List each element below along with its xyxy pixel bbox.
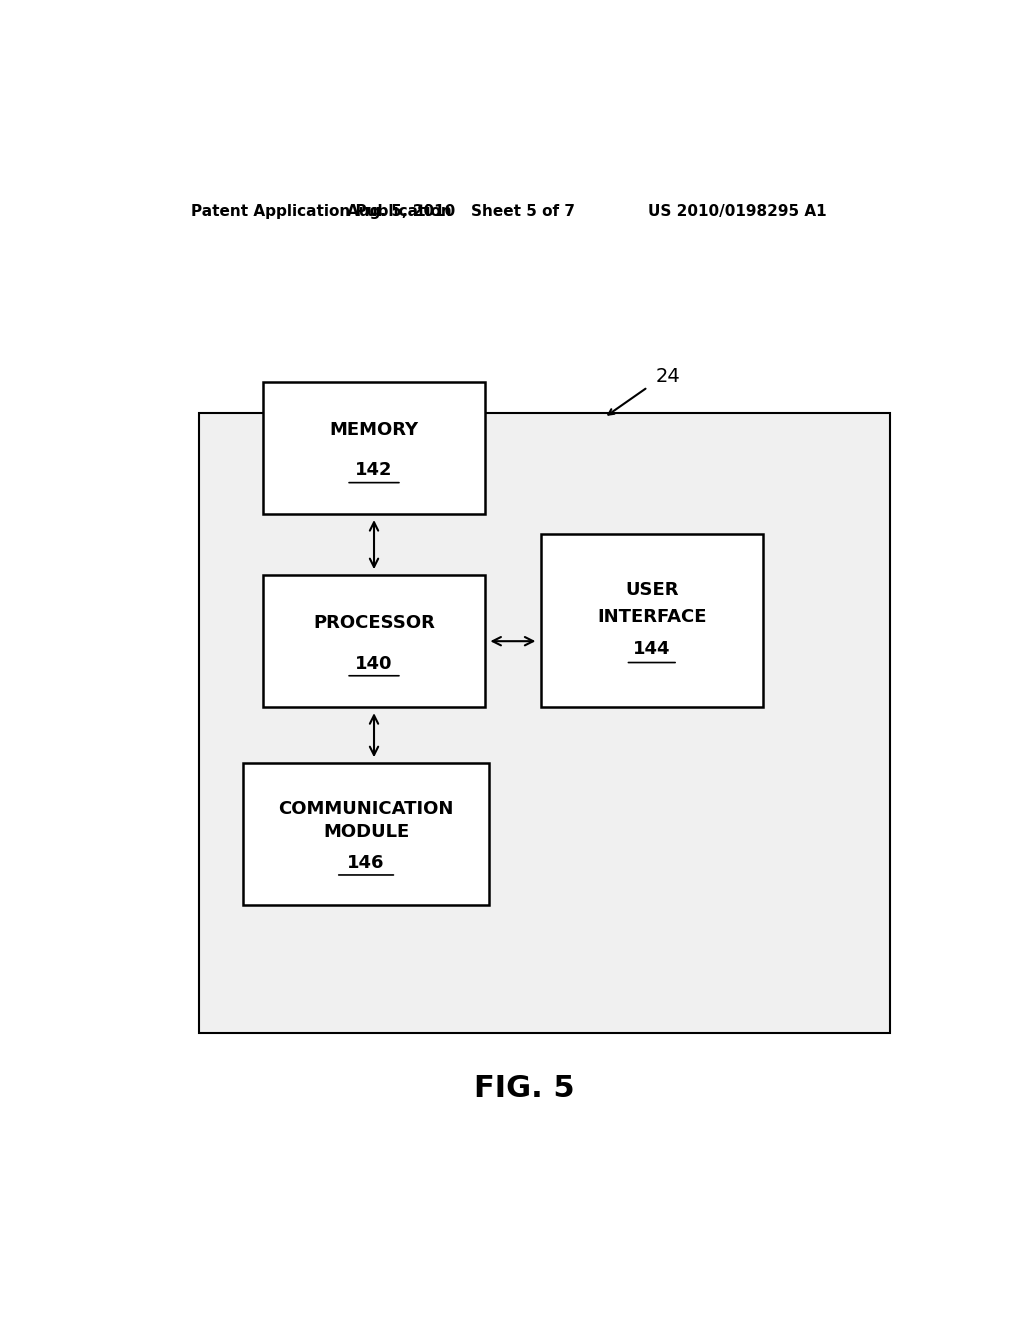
FancyBboxPatch shape: [200, 412, 890, 1032]
Text: MODULE: MODULE: [323, 824, 410, 841]
FancyBboxPatch shape: [263, 381, 485, 515]
Text: 146: 146: [347, 854, 385, 871]
Text: USER: USER: [625, 581, 679, 599]
Text: 144: 144: [633, 640, 671, 659]
FancyBboxPatch shape: [541, 535, 763, 708]
Text: MEMORY: MEMORY: [330, 421, 419, 438]
Text: US 2010/0198295 A1: US 2010/0198295 A1: [648, 205, 826, 219]
Text: PROCESSOR: PROCESSOR: [313, 614, 435, 632]
Text: 24: 24: [655, 367, 681, 387]
Text: 142: 142: [355, 462, 393, 479]
FancyBboxPatch shape: [263, 576, 485, 708]
FancyBboxPatch shape: [243, 763, 489, 906]
Text: COMMUNICATION: COMMUNICATION: [279, 800, 454, 818]
Text: INTERFACE: INTERFACE: [597, 607, 707, 626]
Text: Aug. 5, 2010   Sheet 5 of 7: Aug. 5, 2010 Sheet 5 of 7: [347, 205, 575, 219]
Text: FIG. 5: FIG. 5: [474, 1074, 575, 1104]
Text: 140: 140: [355, 655, 393, 673]
Text: Patent Application Publication: Patent Application Publication: [191, 205, 453, 219]
